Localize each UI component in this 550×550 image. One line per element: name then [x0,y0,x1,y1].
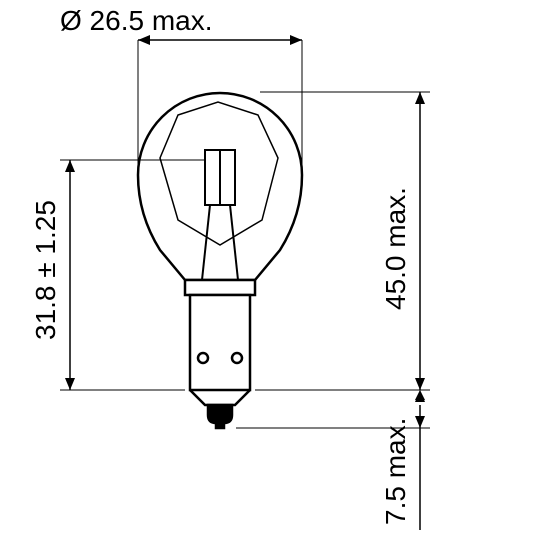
total-height-label: 45.0 max. [380,187,411,310]
dim-ref-height: 31.8 ± 1.25 [30,160,205,390]
bulb-diagram: Ø 26.5 max. 45.0 max. [0,0,550,550]
dim-contact-height: 7.5 max. [236,390,430,530]
diameter-label: Ø 26.5 max. [60,5,213,36]
dim-total-height: 45.0 max. [255,92,430,390]
filament [202,150,238,280]
contact-height-label: 7.5 max. [380,418,411,525]
ref-height-label: 31.8 ± 1.25 [30,200,61,340]
bulb-base [185,280,255,428]
dim-diameter: Ø 26.5 max. [60,5,302,175]
